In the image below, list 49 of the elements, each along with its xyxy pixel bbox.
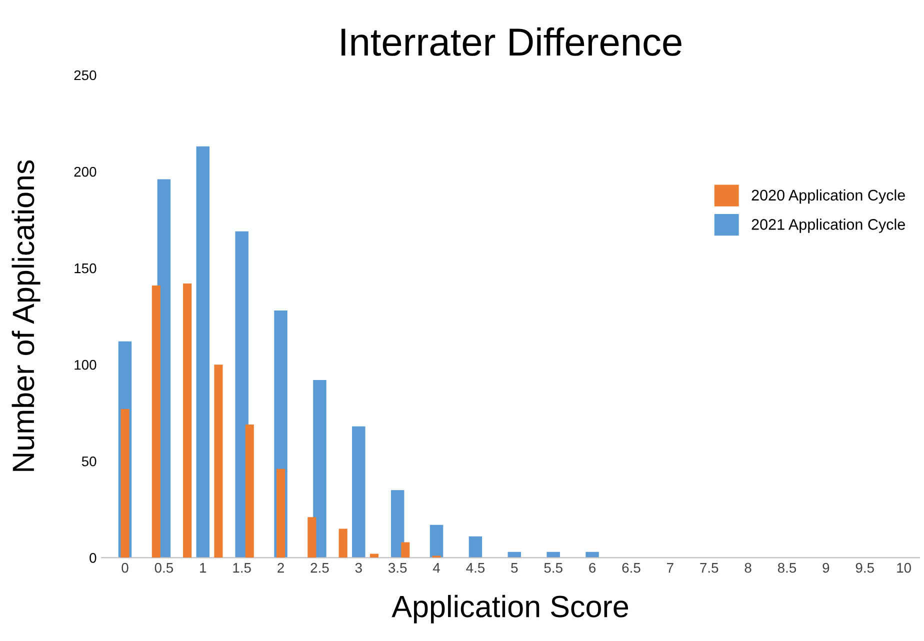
bar <box>338 528 348 558</box>
bar <box>152 285 160 558</box>
bar <box>401 542 410 558</box>
x-tick-label: 9.5 <box>856 562 874 573</box>
bar <box>313 380 326 558</box>
x-tick-label: 6 <box>589 562 596 573</box>
x-tick-label: 10 <box>897 562 911 573</box>
x-tick-label: 4 <box>432 563 440 573</box>
y-tick-label: 150 <box>74 263 96 274</box>
x-tick-label: 0 <box>122 562 128 573</box>
bar <box>276 468 286 558</box>
legend-label: 2020 Application Cycle <box>752 189 905 204</box>
y-axis-title: Number of Applications <box>12 160 40 471</box>
bar <box>308 517 316 558</box>
bar <box>245 424 254 558</box>
bar <box>196 146 210 558</box>
x-tick-label: 5 <box>511 563 518 573</box>
y-tick-label: 0 <box>90 553 96 563</box>
legend-label: 2021 Application Cycle <box>752 218 905 233</box>
bar <box>235 231 248 558</box>
y-tick-label: 100 <box>74 360 96 370</box>
bar <box>390 490 404 558</box>
x-tick-label: 2.5 <box>310 562 329 573</box>
bar <box>468 536 482 558</box>
x-tick-label: 4.5 <box>466 563 485 573</box>
x-tick-label: 6.5 <box>622 562 640 573</box>
x-tick-label: 5.5 <box>544 563 562 573</box>
x-tick-label: 3 <box>355 562 362 573</box>
x-tick-label: 1 <box>200 563 206 573</box>
x-tick-label: 3.5 <box>388 562 407 573</box>
x-tick-label: 9 <box>822 562 830 573</box>
bar <box>430 524 444 558</box>
x-tick-label: 7.5 <box>700 563 718 573</box>
y-tick-label: 200 <box>74 166 96 177</box>
chart-title: Interrater Difference <box>342 27 682 56</box>
y-tick-label: 50 <box>82 456 96 466</box>
x-tick-label: 2 <box>278 562 284 573</box>
x-axis-title: Application Score <box>392 594 628 624</box>
x-tick-label: 7 <box>667 563 674 573</box>
bar <box>120 409 130 558</box>
bar <box>183 284 192 558</box>
bar <box>352 426 366 558</box>
y-tick-label: 250 <box>74 70 96 80</box>
x-tick-label: 1.5 <box>233 563 251 573</box>
bar <box>370 554 379 558</box>
x-tick-label: 8.5 <box>778 562 796 573</box>
x-tick-label: 0.5 <box>154 562 174 573</box>
x-tick-label: 8 <box>744 562 752 573</box>
bar <box>214 364 223 558</box>
